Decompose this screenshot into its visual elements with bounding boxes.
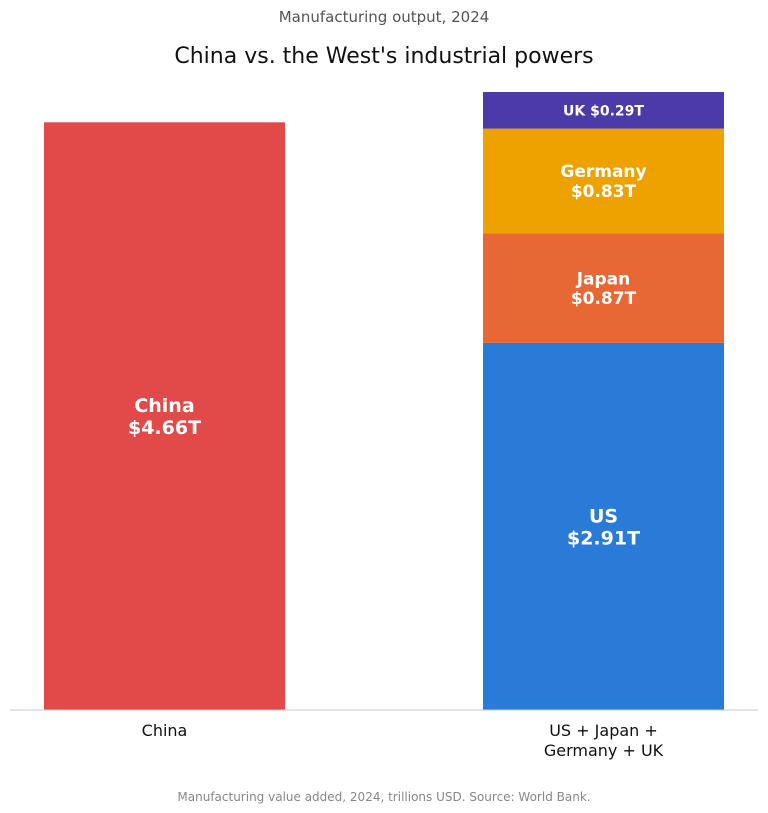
segment-label-line: $0.83T — [571, 182, 637, 202]
x-tick-label-line: China — [142, 721, 188, 740]
segment-label-line: $4.66T — [128, 417, 201, 439]
segment-label-line: China — [134, 395, 194, 417]
segment-label-line: $2.91T — [567, 527, 640, 549]
x-tick-label-line: US + Japan + — [549, 721, 658, 740]
x-tick-label-0: China — [142, 721, 188, 740]
chart-title: China vs. the West's industrial powers — [174, 44, 593, 69]
bar-segment-japan — [483, 233, 724, 343]
segment-label-us: US $2.91T — [567, 505, 640, 549]
x-tick-label-line: Germany + UK — [544, 741, 664, 760]
segment-label-line: US — [589, 505, 618, 527]
bar-segment-us — [483, 343, 724, 710]
segment-label-line: $0.87T — [571, 289, 637, 309]
segment-label-line: Japan — [576, 270, 631, 290]
segment-label-germany: Germany $0.83T — [560, 162, 646, 202]
footnote: Manufacturing value added, 2024, trillio… — [177, 790, 590, 804]
segment-label-line: Germany — [560, 162, 646, 182]
bar-segment-germany — [483, 128, 724, 234]
segment-label-japan: Japan $0.87T — [571, 270, 637, 310]
x-tick-labels: China US + Japan + Germany + UK — [142, 721, 664, 760]
segment-label-china: China $4.66T — [128, 395, 201, 439]
chart-supertitle: Manufacturing output, 2024 — [279, 8, 490, 26]
bar-segment-uk — [483, 92, 724, 129]
segment-label-line: UK $0.29T — [563, 103, 644, 119]
x-tick-label-1: US + Japan + Germany + UK — [544, 721, 664, 760]
bar-segment-china — [44, 122, 285, 711]
segment-label-uk: UK $0.29T — [563, 103, 644, 119]
